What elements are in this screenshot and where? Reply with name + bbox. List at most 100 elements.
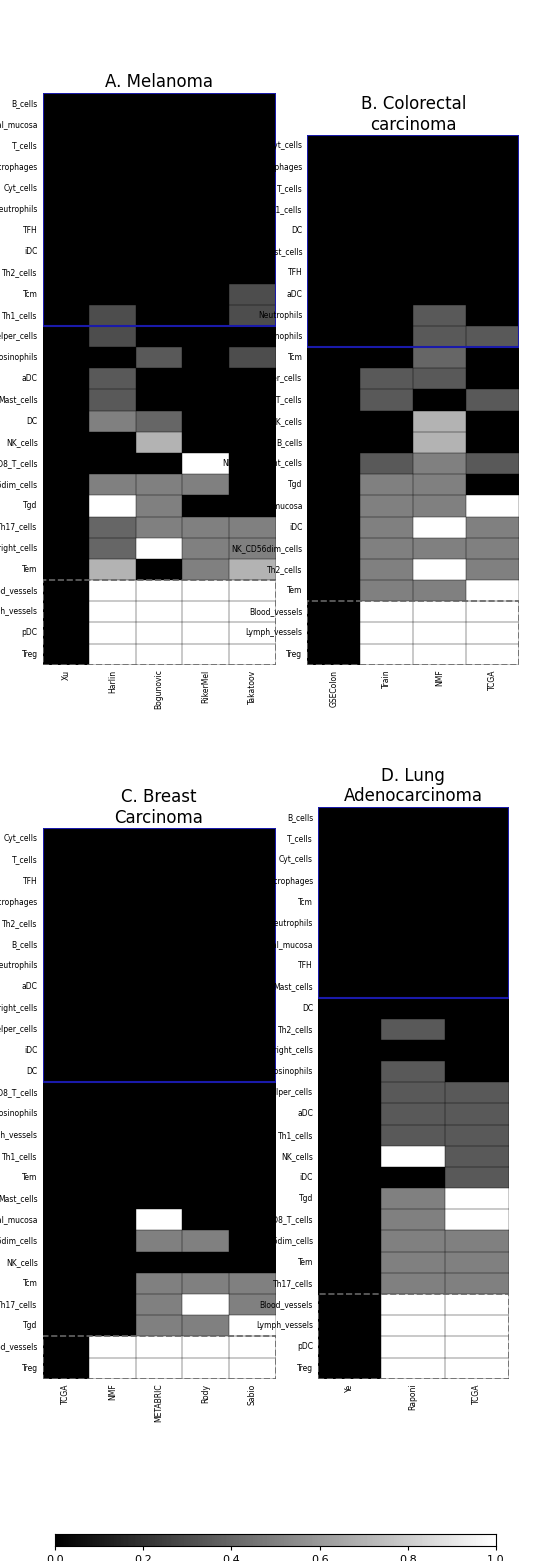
Bar <box>307 156 360 178</box>
Bar <box>42 1294 89 1316</box>
Bar <box>381 849 445 871</box>
Bar <box>89 1210 136 1230</box>
Bar <box>445 1252 509 1272</box>
Bar <box>136 1104 182 1124</box>
Bar <box>381 1146 445 1168</box>
Bar <box>136 1061 182 1082</box>
Bar <box>182 871 229 891</box>
Bar <box>360 284 413 304</box>
Bar <box>318 827 381 849</box>
Bar <box>445 933 509 955</box>
Bar <box>381 1252 445 1272</box>
Bar <box>136 178 182 198</box>
Bar <box>381 1040 445 1061</box>
Bar <box>381 913 445 933</box>
Bar <box>182 933 229 955</box>
Bar <box>360 262 413 284</box>
Bar <box>229 1230 276 1252</box>
Bar <box>42 347 89 368</box>
Bar <box>307 178 360 198</box>
Bar <box>307 432 360 453</box>
Bar <box>307 368 360 389</box>
Bar <box>318 849 381 871</box>
Bar <box>42 891 89 913</box>
Bar <box>413 643 466 665</box>
Bar <box>136 933 182 955</box>
Bar <box>229 114 276 136</box>
Bar <box>182 601 229 623</box>
Bar <box>42 1124 89 1146</box>
Bar <box>89 198 136 220</box>
Bar <box>42 643 89 665</box>
Bar <box>466 432 519 453</box>
Bar <box>89 304 136 326</box>
Bar <box>381 871 445 891</box>
Bar <box>42 955 89 976</box>
Bar <box>307 389 360 411</box>
Bar <box>182 242 229 262</box>
Bar <box>42 1336 276 1378</box>
Bar <box>42 114 89 136</box>
Bar <box>307 537 360 559</box>
Bar <box>136 242 182 262</box>
Bar <box>445 913 509 933</box>
Bar <box>413 347 466 368</box>
Bar <box>182 1104 229 1124</box>
Bar <box>229 849 276 871</box>
Bar <box>307 559 360 581</box>
Bar <box>89 495 136 517</box>
Bar <box>42 849 89 871</box>
Bar <box>182 1124 229 1146</box>
Bar <box>229 453 276 475</box>
Bar <box>318 1104 381 1124</box>
Bar <box>307 601 360 623</box>
Bar <box>413 475 466 495</box>
Bar <box>360 643 413 665</box>
Bar <box>445 871 509 891</box>
Bar <box>307 242 360 262</box>
Bar <box>136 581 182 601</box>
Bar <box>229 1188 276 1210</box>
Bar <box>182 643 229 665</box>
Bar <box>182 1061 229 1082</box>
Bar <box>136 1358 182 1378</box>
Bar <box>318 891 381 913</box>
Bar <box>42 601 89 623</box>
Bar <box>89 156 136 178</box>
Bar <box>42 94 276 326</box>
Bar <box>42 220 89 242</box>
Bar <box>42 1168 89 1188</box>
Bar <box>89 368 136 389</box>
Bar <box>182 913 229 933</box>
Bar <box>229 411 276 432</box>
Bar <box>381 827 445 849</box>
Bar <box>318 997 381 1019</box>
Bar <box>413 623 466 643</box>
Bar <box>42 1188 89 1210</box>
Bar <box>182 368 229 389</box>
Bar <box>445 997 509 1019</box>
Bar <box>318 1358 381 1378</box>
Bar <box>466 284 519 304</box>
Bar <box>89 1104 136 1124</box>
Bar <box>229 94 276 114</box>
Bar <box>445 1124 509 1146</box>
Bar <box>89 242 136 262</box>
Bar <box>466 495 519 517</box>
Bar <box>318 1188 381 1210</box>
Bar <box>381 1168 445 1188</box>
Bar <box>413 432 466 453</box>
Bar <box>89 1272 136 1294</box>
Bar <box>360 453 413 475</box>
Bar <box>360 389 413 411</box>
Bar <box>360 304 413 326</box>
Bar <box>381 1316 445 1336</box>
Bar <box>318 1061 381 1082</box>
Bar <box>381 1104 445 1124</box>
Bar <box>89 347 136 368</box>
Bar <box>318 1040 381 1061</box>
Bar <box>42 933 89 955</box>
Bar <box>42 581 276 665</box>
Bar <box>182 262 229 284</box>
Title: B. Colorectal
carcinoma: B. Colorectal carcinoma <box>360 95 466 134</box>
